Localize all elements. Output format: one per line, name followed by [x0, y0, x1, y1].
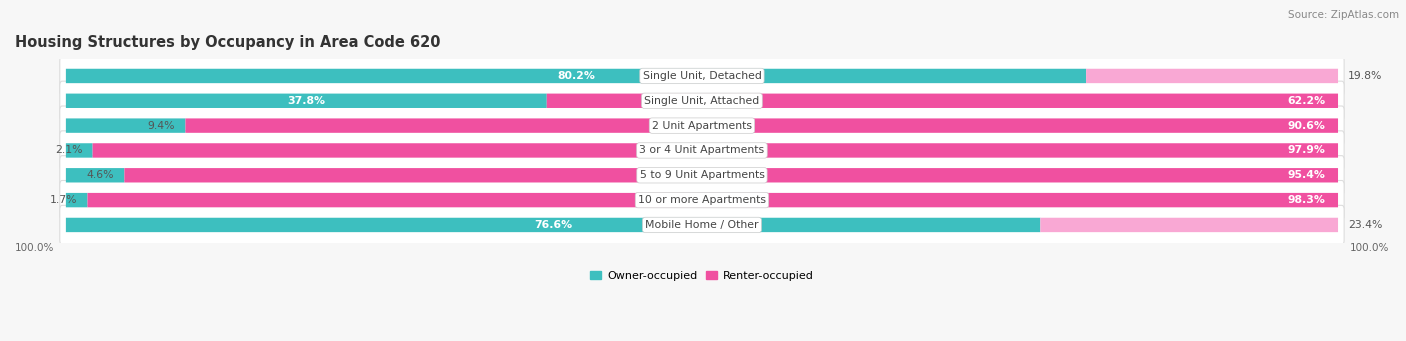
- FancyBboxPatch shape: [60, 180, 1344, 220]
- FancyBboxPatch shape: [66, 118, 186, 133]
- Text: Single Unit, Attached: Single Unit, Attached: [644, 96, 759, 106]
- Text: 95.4%: 95.4%: [1288, 170, 1326, 180]
- FancyBboxPatch shape: [60, 56, 1344, 95]
- Text: 98.3%: 98.3%: [1288, 195, 1326, 205]
- Text: 90.6%: 90.6%: [1288, 121, 1326, 131]
- FancyBboxPatch shape: [60, 205, 1344, 244]
- FancyBboxPatch shape: [60, 106, 1344, 145]
- Text: 1.7%: 1.7%: [49, 195, 77, 205]
- Text: 97.9%: 97.9%: [1288, 146, 1326, 155]
- FancyBboxPatch shape: [186, 118, 1339, 133]
- FancyBboxPatch shape: [93, 143, 1339, 158]
- Text: 23.4%: 23.4%: [1348, 220, 1382, 230]
- FancyBboxPatch shape: [66, 218, 1040, 232]
- Text: 4.6%: 4.6%: [87, 170, 114, 180]
- FancyBboxPatch shape: [547, 93, 1339, 108]
- Text: 100.0%: 100.0%: [1350, 243, 1389, 253]
- FancyBboxPatch shape: [66, 69, 1087, 83]
- FancyBboxPatch shape: [1040, 218, 1339, 232]
- Text: 2 Unit Apartments: 2 Unit Apartments: [652, 121, 752, 131]
- Text: 37.8%: 37.8%: [287, 96, 325, 106]
- Text: 19.8%: 19.8%: [1348, 71, 1382, 81]
- Text: Housing Structures by Occupancy in Area Code 620: Housing Structures by Occupancy in Area …: [15, 35, 440, 50]
- Text: Source: ZipAtlas.com: Source: ZipAtlas.com: [1288, 10, 1399, 20]
- FancyBboxPatch shape: [60, 155, 1344, 195]
- Text: 80.2%: 80.2%: [557, 71, 595, 81]
- FancyBboxPatch shape: [66, 168, 124, 182]
- Legend: Owner-occupied, Renter-occupied: Owner-occupied, Renter-occupied: [586, 266, 818, 285]
- FancyBboxPatch shape: [87, 193, 1339, 207]
- FancyBboxPatch shape: [60, 131, 1344, 170]
- FancyBboxPatch shape: [1087, 69, 1339, 83]
- FancyBboxPatch shape: [124, 168, 1339, 182]
- Text: 9.4%: 9.4%: [148, 121, 176, 131]
- FancyBboxPatch shape: [66, 93, 547, 108]
- Text: 2.1%: 2.1%: [55, 146, 83, 155]
- FancyBboxPatch shape: [66, 143, 93, 158]
- FancyBboxPatch shape: [60, 81, 1344, 120]
- Text: 100.0%: 100.0%: [15, 243, 55, 253]
- Text: 62.2%: 62.2%: [1286, 96, 1326, 106]
- FancyBboxPatch shape: [66, 193, 87, 207]
- Text: 5 to 9 Unit Apartments: 5 to 9 Unit Apartments: [640, 170, 765, 180]
- Text: Mobile Home / Other: Mobile Home / Other: [645, 220, 759, 230]
- Text: 10 or more Apartments: 10 or more Apartments: [638, 195, 766, 205]
- Text: 3 or 4 Unit Apartments: 3 or 4 Unit Apartments: [640, 146, 765, 155]
- Text: Single Unit, Detached: Single Unit, Detached: [643, 71, 762, 81]
- Text: 76.6%: 76.6%: [534, 220, 572, 230]
